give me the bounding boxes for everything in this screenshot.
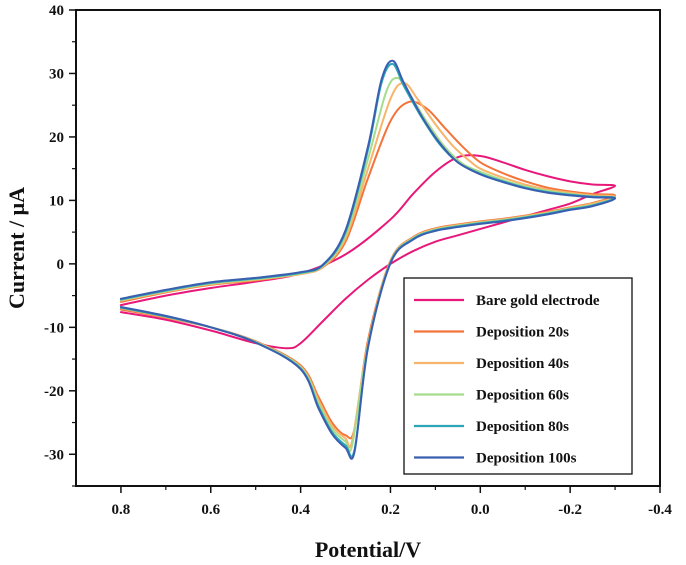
x-tick-label: 0.6 bbox=[201, 502, 220, 518]
legend-label: Deposition 80s bbox=[476, 419, 569, 435]
legend-box bbox=[403, 277, 633, 475]
y-tick-label: 30 bbox=[49, 66, 64, 82]
legend: Bare gold electrode Deposition 20s Deposit… bbox=[403, 277, 633, 475]
series-line-0 bbox=[119, 154, 617, 350]
plot-frame bbox=[75, 9, 661, 487]
x-tick-label: 0.8 bbox=[112, 502, 131, 518]
x-axis-ticks: 0.8 0.6 0.4 0.2 0.0 -0.2 -0.4 bbox=[112, 486, 672, 518]
x-tick-label: 0.2 bbox=[381, 502, 400, 518]
y-tick-label: 10 bbox=[49, 193, 64, 209]
y-axis-title: Current / μA bbox=[4, 187, 29, 309]
series-line-5 bbox=[119, 59, 617, 460]
x-tick-label: 0.4 bbox=[291, 502, 310, 518]
legend-label: Deposition 20s bbox=[476, 325, 569, 341]
y-tick-label: -30 bbox=[44, 447, 64, 463]
legend-label: Deposition 60s bbox=[476, 388, 569, 404]
legend-label: Deposition 40s bbox=[476, 356, 569, 372]
y-axis-ticks: -30 -20 -10 0 10 20 30 40 bbox=[44, 3, 76, 487]
y-tick-label: 20 bbox=[49, 130, 64, 146]
series-line-2 bbox=[119, 81, 617, 449]
y-tick-label: -10 bbox=[44, 320, 64, 336]
y-tick-label: -20 bbox=[44, 384, 64, 400]
legend-label: Deposition 100s bbox=[476, 451, 577, 467]
x-tick-label: -0.4 bbox=[648, 502, 672, 518]
x-tick-label: -0.2 bbox=[558, 502, 582, 518]
x-axis-title: Potential/V bbox=[315, 537, 421, 562]
legend-label: Bare gold electrode bbox=[476, 293, 600, 309]
series-lines bbox=[119, 59, 617, 460]
y-tick-label: 40 bbox=[49, 3, 64, 19]
x-tick-label: 0.0 bbox=[471, 502, 490, 518]
y-tick-label: 0 bbox=[57, 257, 65, 273]
